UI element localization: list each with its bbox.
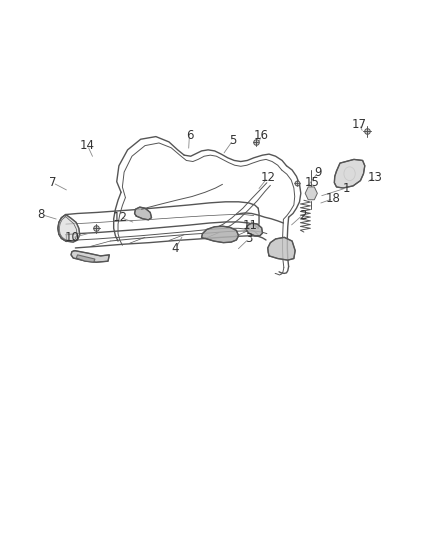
Polygon shape bbox=[76, 255, 95, 262]
Polygon shape bbox=[58, 215, 80, 242]
Polygon shape bbox=[71, 251, 110, 262]
Text: 11: 11 bbox=[243, 219, 258, 232]
Text: 9: 9 bbox=[314, 166, 322, 179]
Text: 13: 13 bbox=[367, 171, 382, 184]
Text: 14: 14 bbox=[80, 139, 95, 152]
Text: 7: 7 bbox=[49, 176, 57, 189]
Text: 17: 17 bbox=[352, 118, 367, 131]
Text: 16: 16 bbox=[254, 128, 269, 141]
Text: 18: 18 bbox=[325, 192, 340, 205]
Text: 2: 2 bbox=[299, 208, 306, 222]
Polygon shape bbox=[246, 223, 262, 236]
Text: 5: 5 bbox=[229, 134, 237, 147]
Text: 4: 4 bbox=[172, 242, 179, 255]
Polygon shape bbox=[305, 187, 318, 200]
Polygon shape bbox=[334, 159, 365, 188]
Text: 15: 15 bbox=[305, 176, 320, 189]
Polygon shape bbox=[134, 207, 152, 220]
Text: 10: 10 bbox=[64, 231, 79, 244]
Text: 1: 1 bbox=[343, 182, 350, 195]
Text: 12: 12 bbox=[112, 211, 127, 224]
Text: 3: 3 bbox=[245, 232, 252, 245]
Polygon shape bbox=[201, 226, 239, 243]
Polygon shape bbox=[268, 237, 295, 260]
Text: 6: 6 bbox=[186, 128, 193, 141]
Text: 8: 8 bbox=[38, 208, 45, 221]
Text: 12: 12 bbox=[260, 171, 275, 184]
